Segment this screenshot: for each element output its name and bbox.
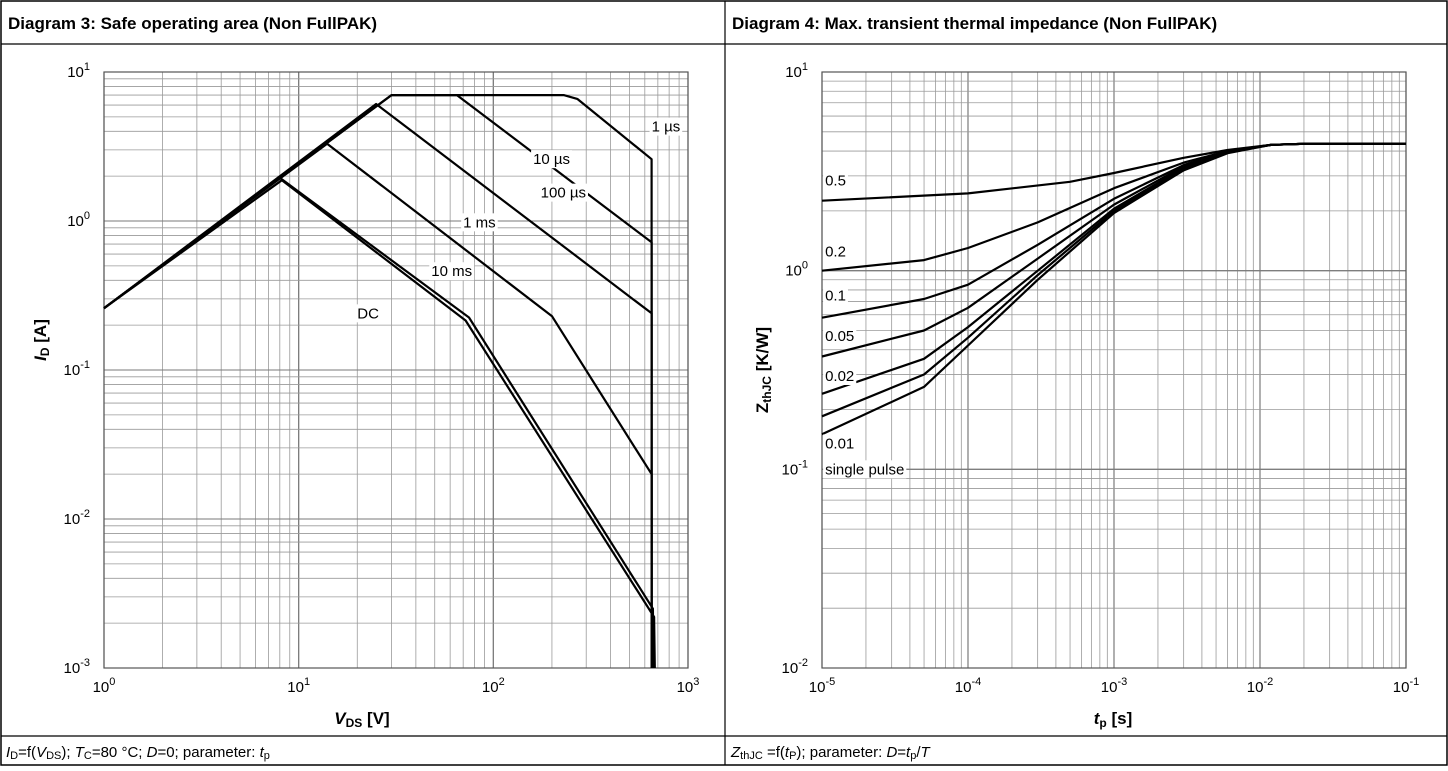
soa-series-label-bg bbox=[531, 150, 573, 169]
zth-x-tick-label: 10-4 bbox=[955, 676, 981, 696]
soa-chart: 100 101 102 103 10-3 10-2 10-1 100 101 1 µs 10 µs 1… bbox=[64, 61, 700, 696]
zth-series-label: 0.5 bbox=[825, 172, 846, 189]
zth-ylabel: ZthJC [K/W] bbox=[753, 327, 774, 413]
soa-series-label-bg bbox=[355, 304, 381, 323]
soa-series-line-4 bbox=[103, 176, 655, 669]
zth-series-label: 0.02 bbox=[825, 368, 854, 385]
soa-series-label: 10 µs bbox=[533, 151, 570, 168]
soa-series-label: DC bbox=[357, 305, 379, 322]
soa-series-label-bg bbox=[538, 183, 588, 202]
soa-plot-frame bbox=[103, 71, 689, 669]
soa-series-label-bg bbox=[461, 213, 498, 232]
left-caption: ID=f(VDS); TC=80 °C; D=0; parameter: tp bbox=[6, 744, 270, 762]
right-caption: ZthJC =f(tP); parameter: D=tp/T bbox=[730, 744, 932, 762]
soa-series-line-1 bbox=[103, 94, 653, 668]
zth-series-label: 0.2 bbox=[825, 243, 846, 260]
soa-y-tick-label: 10-2 bbox=[64, 508, 90, 528]
soa-series-line-3 bbox=[103, 142, 653, 668]
zth-x-tick-label: 10-1 bbox=[1393, 676, 1419, 696]
soa-series-label: 1 µs bbox=[652, 119, 681, 136]
soa-y-tick-label: 101 bbox=[67, 61, 90, 81]
left-panel-title: Diagram 3: Safe operating area (Non Full… bbox=[8, 14, 377, 33]
zth-x-tick-label: 10-3 bbox=[1101, 676, 1127, 696]
zth-series-label: 0.05 bbox=[825, 328, 854, 345]
zth-series-label: single pulse bbox=[825, 461, 904, 478]
zth-x-tick-label: 10-5 bbox=[809, 676, 835, 696]
zth-series-label: 0.01 bbox=[825, 435, 854, 452]
zth-series-label-bg bbox=[823, 460, 907, 479]
soa-series-label-bg bbox=[429, 262, 475, 281]
zth-series-label-bg bbox=[823, 366, 857, 385]
zth-plot-frame bbox=[821, 71, 1407, 669]
soa-series-line-5 bbox=[103, 179, 656, 669]
soa-series-label-bg bbox=[649, 117, 683, 136]
zth-y-tick-label: 10-2 bbox=[782, 657, 808, 677]
zth-series-label-bg bbox=[823, 171, 848, 190]
zth-series-label-bg bbox=[823, 434, 857, 453]
zth-xlabel: tp [s] bbox=[1094, 709, 1133, 730]
soa-y-tick-label: 10-1 bbox=[64, 359, 90, 379]
soa-x-tick-label: 101 bbox=[287, 676, 310, 696]
zth-y-tick-label: 101 bbox=[785, 61, 808, 81]
zth-y-tick-label: 10-1 bbox=[782, 458, 808, 478]
zth-series-label-bg bbox=[823, 326, 857, 345]
zth-series-label-bg bbox=[823, 242, 848, 261]
soa-series-label: 100 µs bbox=[541, 185, 586, 202]
soa-x-tick-label: 103 bbox=[677, 676, 700, 696]
soa-x-tick-label: 100 bbox=[93, 676, 116, 696]
right-panel-title: Diagram 4: Max. transient thermal impeda… bbox=[732, 14, 1217, 33]
zth-chart: 10-5 10-4 10-3 10-2 10-1 10-2 10-1 100 101 0.5 0.2… bbox=[782, 61, 1420, 696]
soa-ylabel: ID [A] bbox=[31, 319, 52, 361]
soa-xlabel: VDS [V] bbox=[334, 709, 389, 730]
zth-x-tick-label: 10-2 bbox=[1247, 676, 1273, 696]
zth-y-tick-label: 100 bbox=[785, 260, 808, 280]
soa-series-label: 10 ms bbox=[431, 263, 472, 280]
soa-x-tick-label: 102 bbox=[482, 676, 505, 696]
soa-series-label: 1 ms bbox=[463, 214, 496, 231]
zth-series-line-6 bbox=[821, 142, 1406, 436]
zth-series-label: 0.1 bbox=[825, 287, 846, 304]
soa-y-tick-label: 100 bbox=[67, 210, 90, 230]
soa-y-tick-label: 10-3 bbox=[64, 657, 90, 677]
zth-series-label-bg bbox=[823, 286, 848, 305]
